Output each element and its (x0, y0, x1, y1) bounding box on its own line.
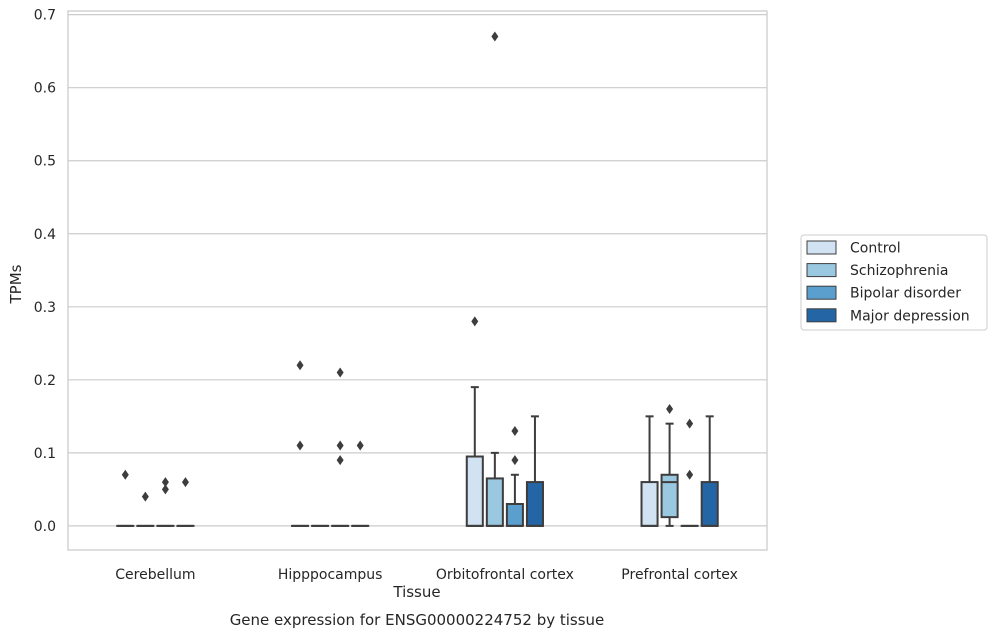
legend-label-bipolar-disorder: Bipolar disorder (850, 286, 961, 302)
legend-swatch-major-depression (806, 308, 837, 323)
outlier-point (511, 455, 519, 466)
box-control-orbitofrontal-cortex (465, 386, 484, 527)
y-tick-label: 0.1 (34, 446, 56, 462)
box-major-depression-prefrontal-cortex (700, 415, 719, 527)
outlier-point (686, 469, 694, 480)
y-tick-label: 0.2 (34, 373, 56, 389)
outlier-point (296, 440, 304, 451)
y-tick-label: 0.4 (34, 227, 56, 243)
y-tick-label: 0.6 (34, 81, 56, 97)
y-axis-label: TPMs (7, 264, 25, 304)
box-control-prefrontal-cortex (640, 415, 659, 527)
legend: Control Schizophrenia Bipolar disorder Majo… (800, 234, 988, 331)
y-axis-ticks: 0.0 0.1 0.2 0.3 0.4 0.5 0.6 0.7 (34, 8, 56, 535)
x-axis-ticks: Cerebellum Hipppocampus Orbitofrontal cort… (115, 567, 738, 583)
outlier-point (141, 491, 149, 502)
y-tick-label: 0.0 (34, 519, 56, 535)
outlier-point (296, 360, 304, 371)
box-iqr (485, 477, 504, 527)
box-iqr (700, 481, 719, 527)
outlier-point (161, 477, 169, 488)
box-iqr (505, 502, 524, 527)
outlier-point (471, 316, 479, 327)
box-layer (116, 386, 719, 527)
outlier-point (686, 418, 694, 429)
legend-frame (800, 234, 988, 331)
plot-frame (67, 10, 768, 551)
legend-label-major-depression: Major depression (850, 308, 970, 324)
box-iqr (465, 455, 484, 527)
outlier-layer (121, 31, 694, 502)
x-tick-label: Prefrontal cortex (621, 567, 738, 583)
box-schizophrenia-orbitofrontal-cortex (485, 451, 504, 527)
box-bipolar-disorder-orbitofrontal-cortex (505, 473, 524, 527)
legend-swatch-bipolar-disorder (806, 285, 837, 300)
legend-swatch-schizophrenia (806, 263, 837, 278)
chart-caption: Gene expression for ENSG00000224752 by t… (230, 611, 605, 629)
box-iqr (660, 473, 679, 519)
x-tick-label: Hipppocampus (278, 567, 383, 583)
y-tick-label: 0.7 (34, 8, 56, 24)
gridlines (68, 14, 767, 527)
legend-label-schizophrenia: Schizophrenia (850, 263, 948, 279)
y-tick-label: 0.5 (34, 154, 56, 170)
box-schizophrenia-prefrontal-cortex (660, 422, 679, 527)
outlier-point (181, 477, 189, 488)
outlier-point (336, 440, 344, 451)
box-major-depression-orbitofrontal-cortex (525, 415, 544, 527)
outlier-point (336, 367, 344, 378)
outlier-point (491, 31, 499, 42)
box-iqr (525, 481, 544, 527)
x-axis-label: Tissue (392, 583, 440, 601)
outlier-point (356, 440, 364, 451)
y-tick-label: 0.3 (34, 300, 56, 316)
outlier-point (121, 469, 129, 480)
legend-label-control: Control (850, 241, 901, 257)
outlier-point (666, 404, 674, 415)
outlier-point (511, 425, 519, 436)
x-tick-label: Cerebellum (115, 567, 195, 583)
x-tick-label: Orbitofrontal cortex (436, 567, 574, 583)
outlier-point (336, 455, 344, 466)
box-iqr (640, 481, 659, 527)
legend-swatch-control (806, 240, 837, 255)
outlier-point (161, 484, 169, 495)
